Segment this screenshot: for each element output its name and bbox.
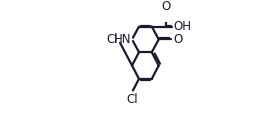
Text: Cl: Cl xyxy=(106,33,118,46)
Text: Cl: Cl xyxy=(126,93,138,106)
Text: HN: HN xyxy=(114,33,132,46)
Text: O: O xyxy=(161,0,170,13)
Text: O: O xyxy=(173,33,182,46)
Text: OH: OH xyxy=(173,20,191,33)
